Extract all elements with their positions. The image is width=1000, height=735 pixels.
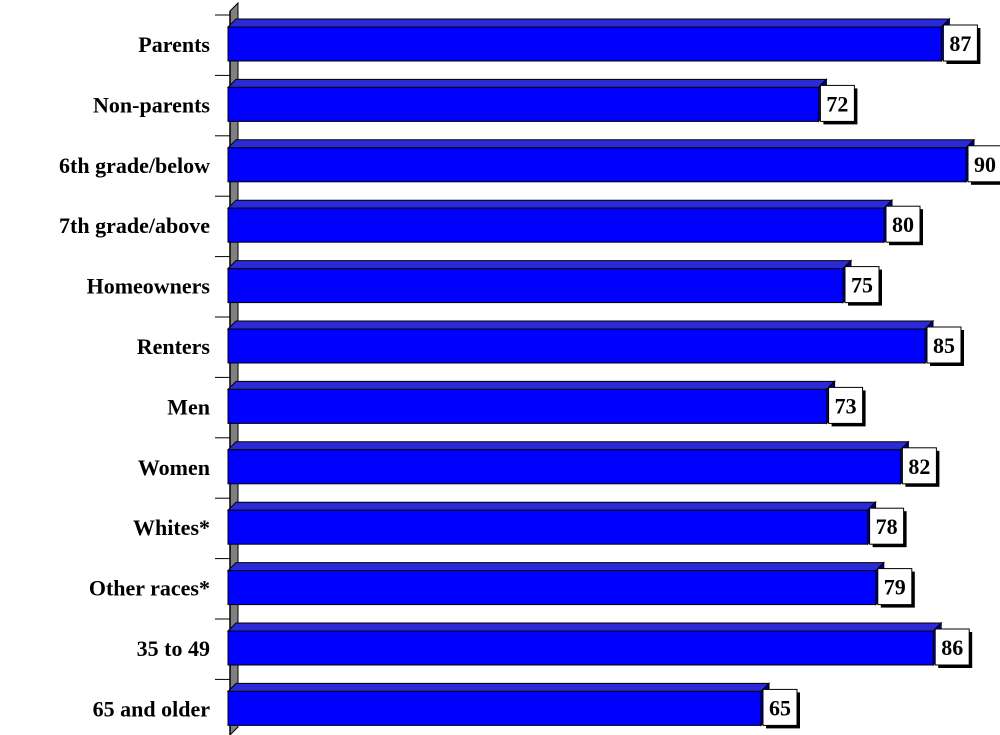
value-label: 87	[949, 31, 971, 56]
value-label-box	[901, 447, 937, 485]
bar	[227, 570, 877, 606]
value-label: 80	[892, 212, 914, 237]
category-label: Parents	[138, 32, 210, 57]
bar-top-face	[226, 139, 976, 149]
bar	[227, 690, 762, 726]
bar	[227, 509, 869, 545]
bars-layer	[226, 17, 976, 727]
bar-top-face	[226, 622, 943, 632]
bar-top-face	[226, 380, 836, 390]
category-label: Homeowners	[87, 274, 211, 299]
labels-layer: Parents 87 Non-parents 72 6th grade/below 90 7…	[59, 24, 1000, 729]
bar	[227, 147, 967, 183]
value-label-box	[934, 628, 970, 666]
category-label: Women	[138, 455, 210, 480]
value-label-box	[762, 688, 798, 726]
value-label: 85	[933, 333, 955, 358]
value-label: 73	[835, 393, 857, 418]
bar	[227, 268, 844, 304]
value-label-box	[819, 84, 855, 122]
bar-top-face	[226, 441, 910, 451]
bar	[227, 630, 934, 666]
value-label: 75	[851, 273, 873, 298]
value-label-box	[877, 568, 913, 606]
category-label: 65 and older	[93, 696, 211, 721]
category-label: 7th grade/above	[59, 213, 210, 238]
category-label: 35 to 49	[137, 636, 210, 661]
value-label: 82	[908, 454, 930, 479]
bar	[227, 26, 942, 62]
bar-top-face	[226, 501, 877, 511]
value-label: 72	[826, 91, 848, 116]
value-label: 65	[769, 695, 791, 720]
value-label-box	[942, 24, 978, 62]
value-label-box	[967, 145, 1000, 183]
value-label: 79	[884, 575, 906, 600]
bar-top-face	[226, 78, 828, 88]
value-label-box	[869, 507, 905, 545]
category-label: Whites*	[133, 515, 210, 540]
category-label: Men	[167, 394, 210, 419]
value-label: 86	[941, 635, 963, 660]
bar-top-face	[226, 18, 951, 28]
value-label: 78	[876, 514, 898, 539]
category-label: Non-parents	[93, 92, 210, 117]
bar	[227, 207, 885, 243]
axis-layer	[215, 1, 239, 735]
bar-top-face	[226, 682, 771, 692]
bar	[227, 388, 828, 424]
category-label: Other races*	[89, 576, 210, 601]
bar	[227, 328, 926, 364]
value-label-box	[885, 205, 921, 243]
bar	[227, 449, 901, 485]
bar-top-face	[226, 260, 853, 270]
bar-top-face	[226, 199, 894, 209]
value-label-box	[828, 386, 864, 424]
category-label: Renters	[137, 334, 211, 359]
value-label-box	[926, 326, 962, 364]
bar-top-face	[226, 320, 935, 330]
value-label-box	[844, 266, 880, 304]
bar-top-face	[226, 562, 886, 572]
bar	[227, 86, 819, 122]
category-label: 6th grade/below	[59, 153, 210, 178]
value-label: 90	[974, 152, 996, 177]
